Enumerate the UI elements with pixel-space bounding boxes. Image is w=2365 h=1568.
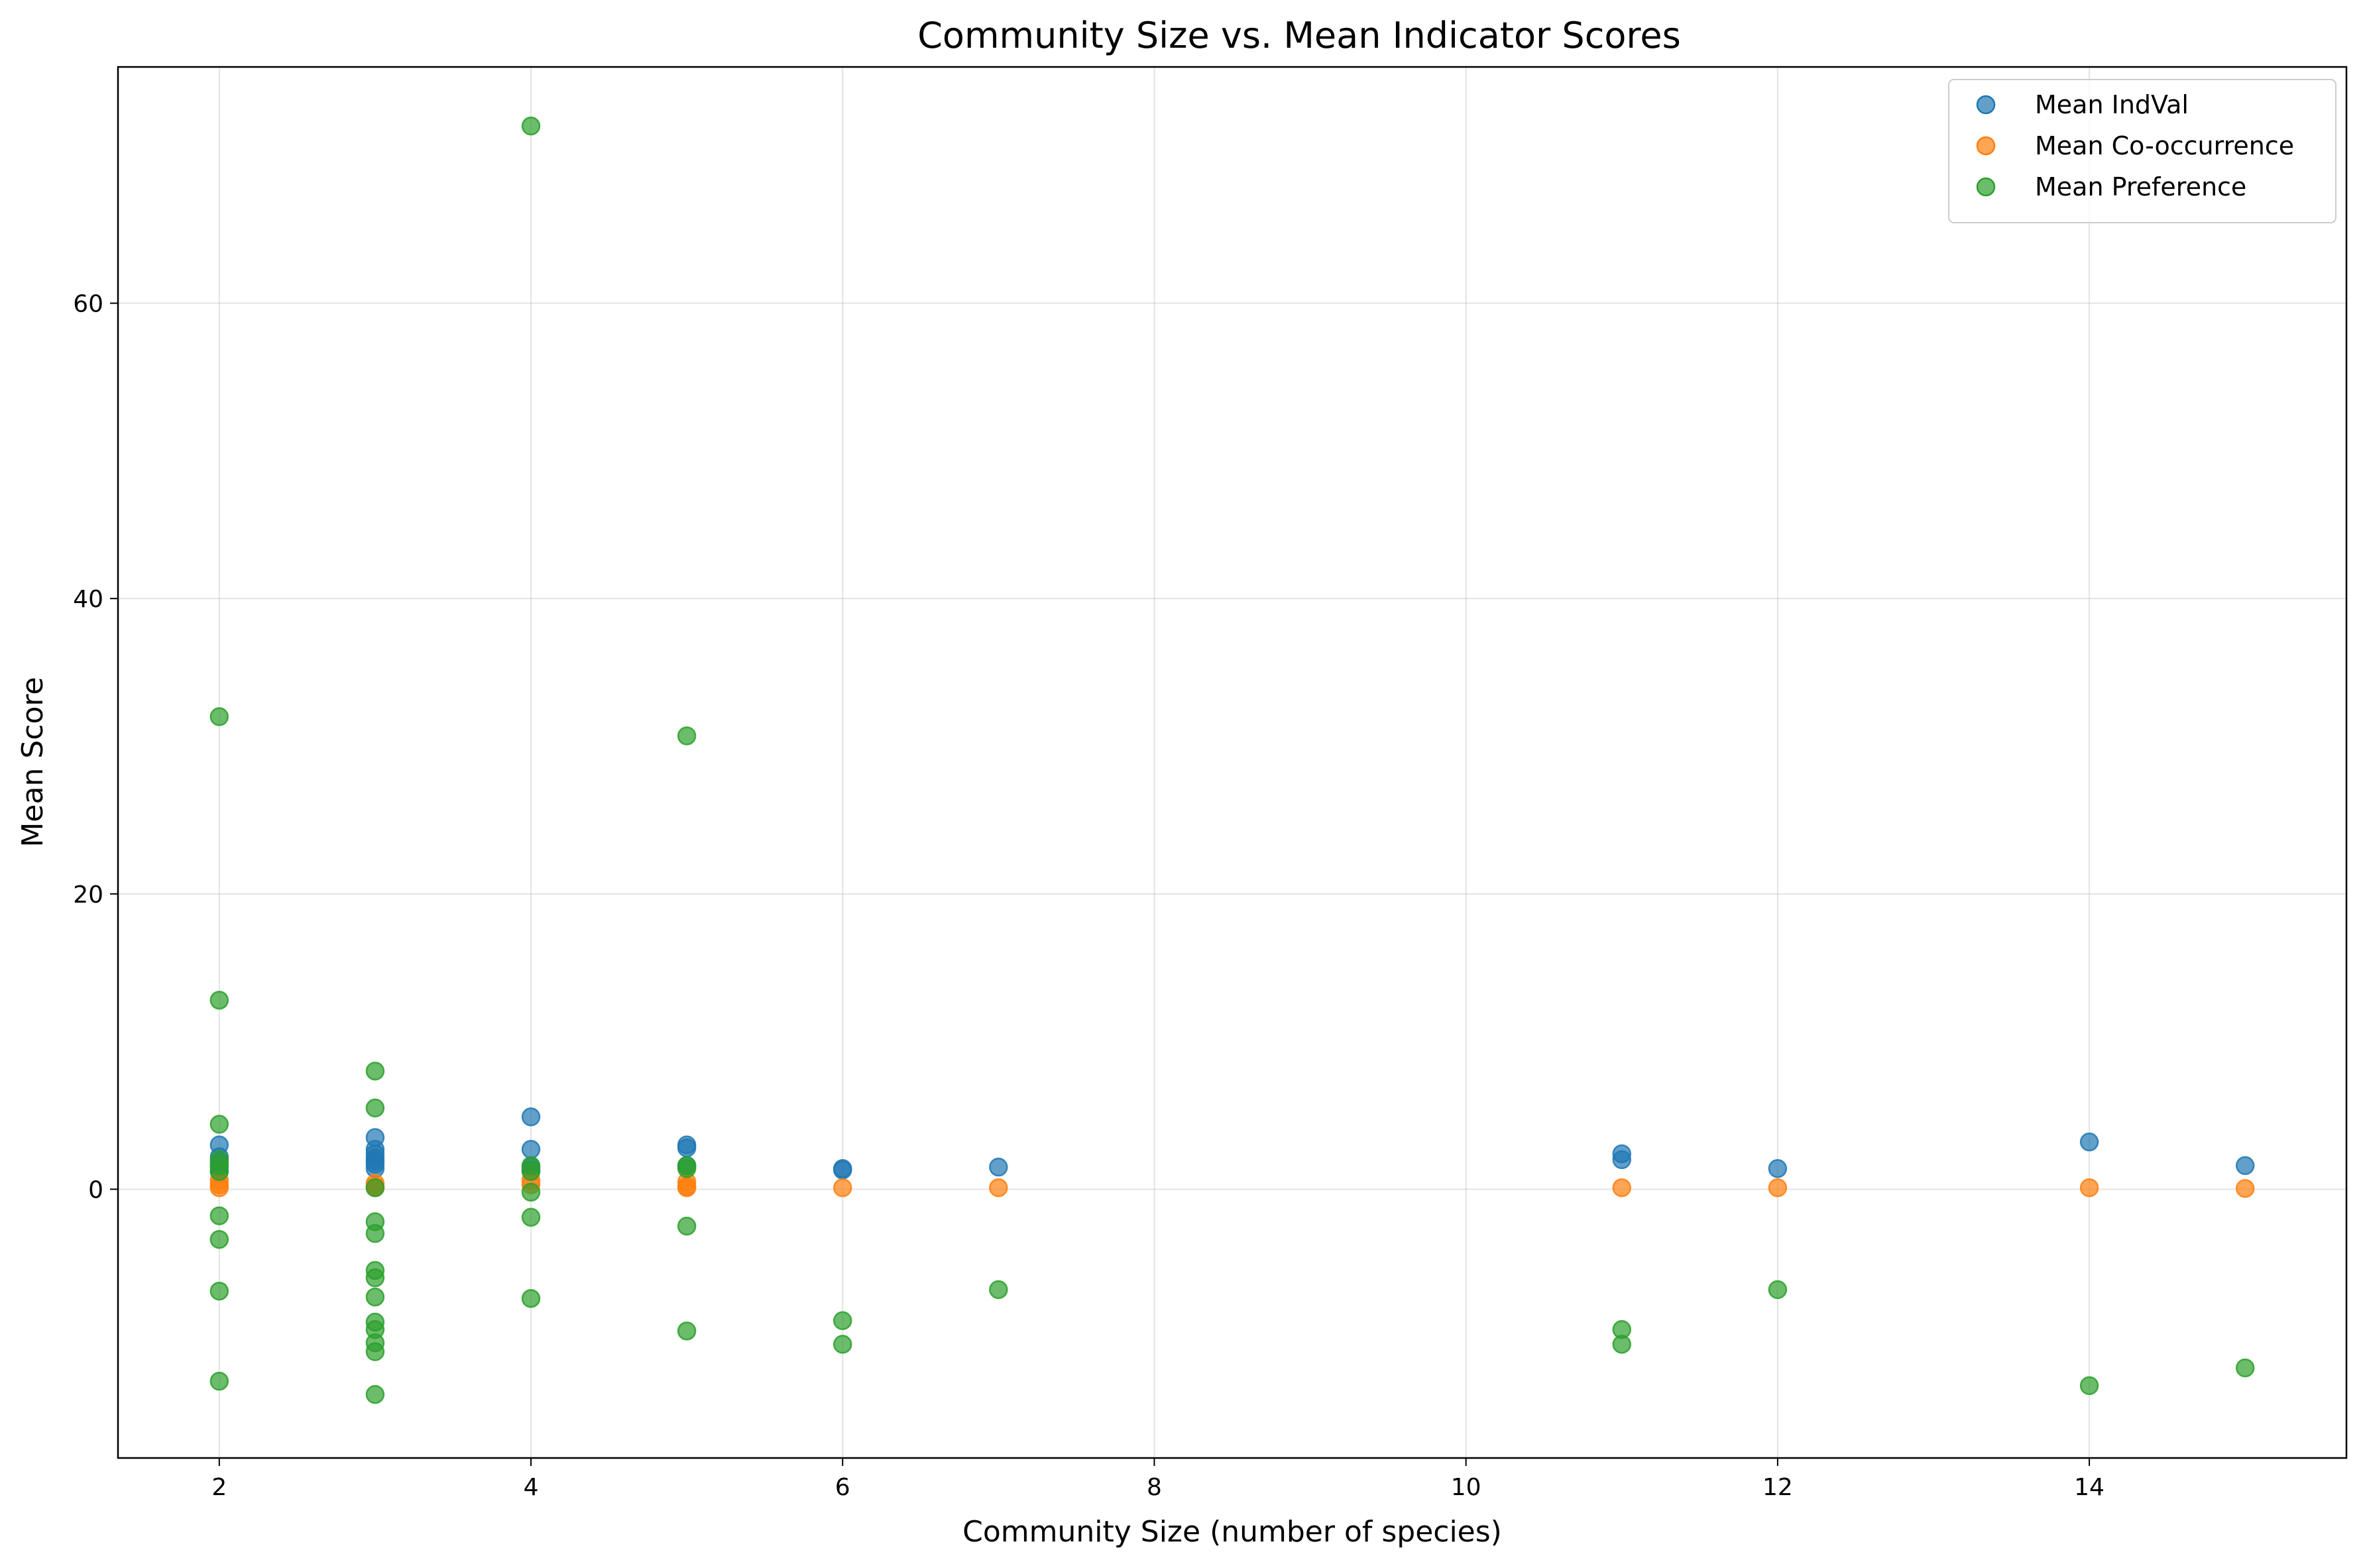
legend-marker: [1976, 136, 1996, 156]
data-point: [365, 1098, 385, 1118]
chart-title: Community Size vs. Mean Indicator Scores: [917, 15, 1681, 56]
data-point: [677, 1159, 697, 1178]
x-tick-label: 10: [1451, 1474, 1481, 1501]
data-point: [521, 116, 541, 136]
series-mean-co-occurrence: [209, 1170, 2255, 1198]
legend-box: [1948, 79, 2336, 223]
data-point: [1768, 1159, 1788, 1178]
x-tick-label: 12: [1762, 1474, 1793, 1501]
data-point: [989, 1280, 1008, 1300]
legend-label: Mean Co-occurrence: [2035, 131, 2294, 160]
data-point: [1768, 1178, 1788, 1198]
data-point: [833, 1160, 852, 1180]
data-point: [2079, 1178, 2099, 1198]
plot-frame: [117, 66, 2348, 1459]
data-point: [2235, 1358, 2255, 1378]
legend-marker: [1976, 95, 1996, 115]
legend: Mean IndVal Mean Co-occurrence Mean Prefer…: [1948, 79, 2336, 223]
data-point: [2235, 1156, 2255, 1176]
data-point: [677, 1138, 697, 1158]
data-point: [209, 1178, 229, 1198]
data-point: [2079, 1376, 2099, 1396]
y-tick-label: 0: [88, 1176, 103, 1204]
data-point: [209, 1281, 229, 1301]
data-point: [833, 1178, 852, 1198]
axis-ticks: 2 4 6 8 10 12 14 0 20 40 60: [73, 291, 2105, 1501]
legend-label: Mean Preference: [2035, 172, 2246, 201]
data-point: [521, 1140, 541, 1159]
data-point: [1612, 1150, 1632, 1170]
data-point: [677, 1321, 697, 1341]
series-mean-preference: [209, 116, 2255, 1404]
data-point: [365, 1268, 385, 1288]
data-point: [209, 1371, 229, 1391]
data-point: [365, 1342, 385, 1361]
data-point: [989, 1178, 1008, 1198]
data-point: [521, 1182, 541, 1202]
data-point: [521, 1207, 541, 1227]
data-point: [365, 1287, 385, 1307]
data-point: [209, 1229, 229, 1249]
data-point: [2079, 1132, 2099, 1152]
x-tick-label: 8: [1147, 1474, 1162, 1501]
data-point: [209, 990, 229, 1010]
data-point: [365, 1178, 385, 1198]
data-point: [521, 1289, 541, 1308]
x-axis-label: Community Size (number of species): [962, 1515, 1502, 1549]
legend-marker: [1976, 177, 1996, 197]
data-point: [1612, 1178, 1632, 1198]
data-point: [677, 1178, 697, 1198]
data-point: [521, 1162, 541, 1181]
data-point: [1612, 1335, 1632, 1354]
data-point: [365, 1224, 385, 1243]
x-tick-label: 2: [211, 1474, 227, 1501]
data-point: [2235, 1179, 2255, 1198]
data-point: [209, 1115, 229, 1134]
data-point: [365, 1061, 385, 1081]
x-tick-label: 14: [2074, 1474, 2105, 1501]
data-point: [209, 1206, 229, 1225]
data-point: [833, 1311, 852, 1331]
data-point: [989, 1157, 1008, 1177]
data-point: [209, 707, 229, 726]
x-tick-label: 4: [524, 1474, 539, 1501]
data-point: [677, 1216, 697, 1236]
legend-label: Mean IndVal: [2035, 90, 2189, 119]
y-tick-label: 40: [73, 586, 103, 613]
data-point: [209, 1162, 229, 1181]
data-point: [365, 1384, 385, 1404]
data-point: [521, 1107, 541, 1127]
data-point: [1768, 1280, 1788, 1300]
x-tick-label: 6: [835, 1474, 850, 1501]
y-tick-label: 60: [73, 291, 103, 318]
grid: [118, 67, 2346, 1458]
data-point: [833, 1335, 852, 1354]
data-points: [209, 116, 2255, 1404]
data-point: [677, 726, 697, 746]
y-axis-label: Mean Score: [16, 677, 50, 847]
y-tick-label: 20: [73, 881, 103, 909]
